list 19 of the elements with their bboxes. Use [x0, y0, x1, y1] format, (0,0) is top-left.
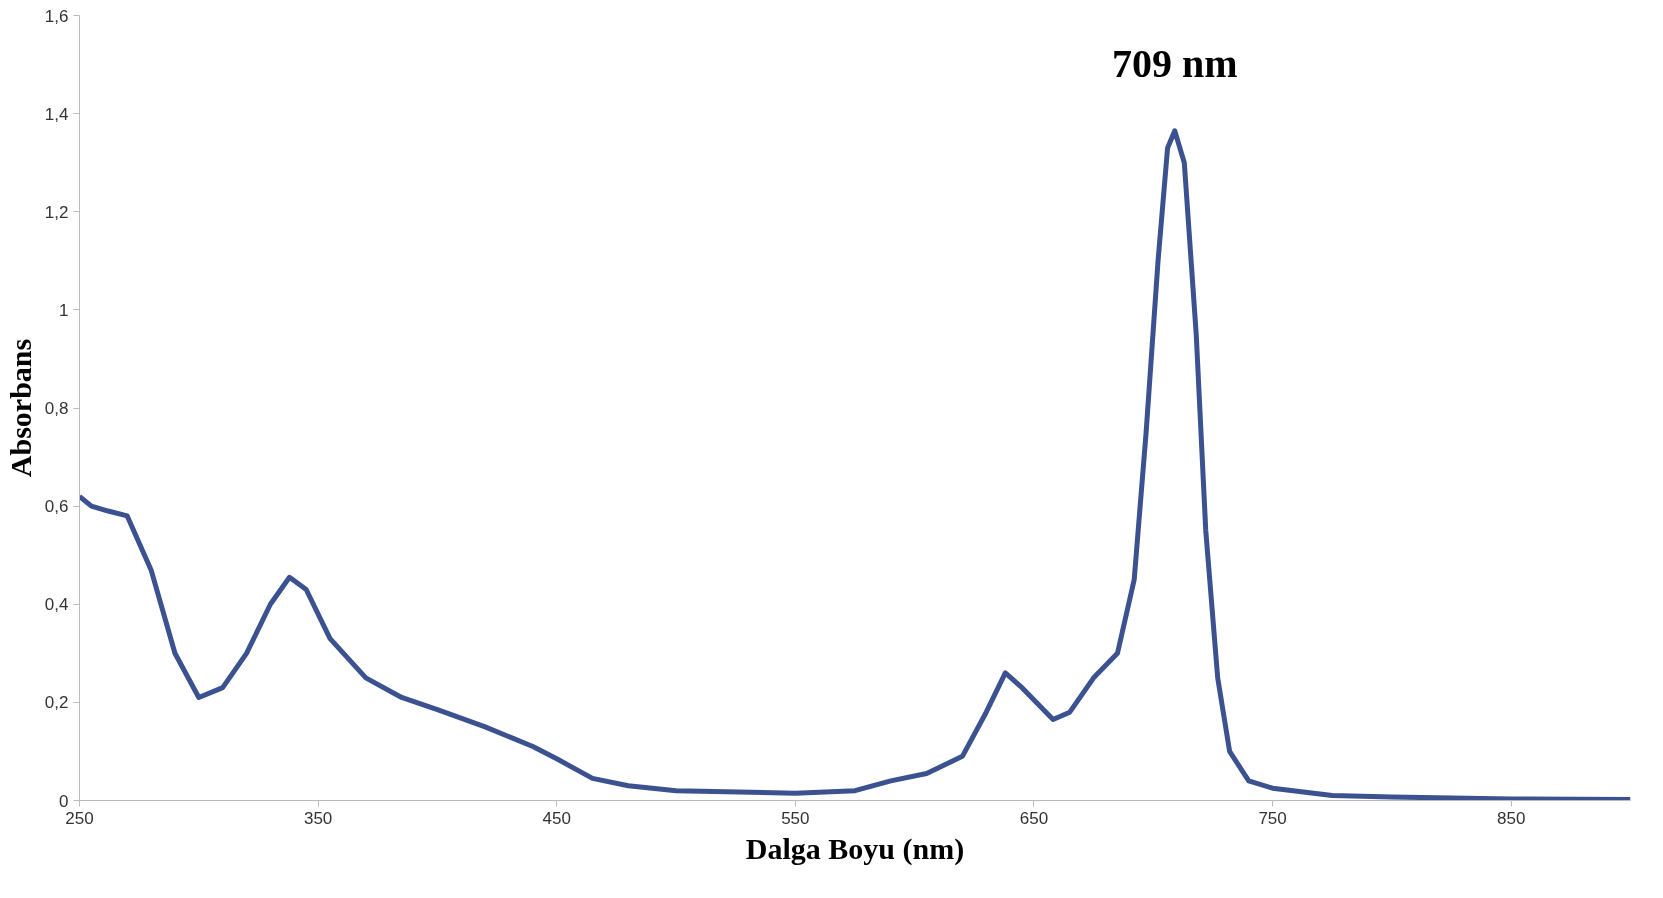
annotation: 709 nm — [1111, 40, 1238, 86]
y-tick-label: 0,2 — [44, 693, 69, 713]
x-tick-label: 750 — [1258, 808, 1287, 828]
y-tick-label: 0,4 — [44, 595, 69, 615]
y-axis-title: Absorbans — [3, 338, 37, 478]
x-tick-label: 850 — [1497, 808, 1526, 828]
y-tick-label: 1,6 — [44, 6, 69, 26]
y-tick-label: 0 — [59, 791, 69, 811]
y-tick-label: 0,6 — [44, 497, 69, 517]
x-axis-title: Dalga Boyu (nm) — [745, 831, 965, 866]
x-tick-label: 450 — [542, 808, 571, 828]
x-tick-label: 650 — [1019, 808, 1049, 828]
x-tick-label: 350 — [303, 808, 333, 828]
y-tick-label: 1,4 — [44, 104, 69, 124]
y-tick-label: 0,8 — [44, 399, 69, 418]
x-tick-label: 250 — [65, 808, 94, 828]
y-tick-label: 1 — [59, 300, 69, 320]
x-tick-label: 550 — [781, 808, 810, 828]
y-tick-label: 1,2 — [44, 202, 69, 222]
